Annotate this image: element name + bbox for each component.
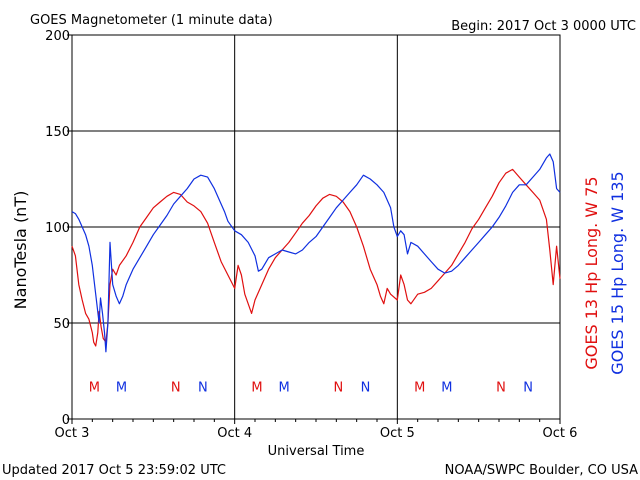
x-tick-label: Oct 5	[380, 426, 415, 441]
y-tick-label: 100	[45, 221, 70, 236]
y-tick-label: 50	[53, 317, 70, 332]
y-tick-label: 0	[62, 413, 70, 428]
y-axis-ticks: 0 50 100 150 200	[45, 29, 72, 428]
grid-lines	[72, 35, 560, 419]
annotation-m: M	[251, 380, 262, 395]
series-lines	[71, 153, 561, 353]
x-axis-label: Universal Time	[268, 444, 365, 459]
y-tick-label: 150	[45, 125, 70, 140]
x-tick-label: Oct 4	[217, 426, 252, 441]
annotation-n: N	[333, 380, 343, 395]
annotation-m: M	[414, 380, 425, 395]
y-tick-label: 200	[45, 29, 70, 44]
x-tick-label: Oct 3	[55, 426, 90, 441]
annotation-n: N	[198, 380, 208, 395]
series-label-goes13: GOES 13 Hp Long. W 75	[582, 176, 601, 369]
annotation-m: M	[441, 380, 452, 395]
credit: NOAA/SWPC Boulder, CO USA	[445, 463, 638, 478]
annotation-n: N	[496, 380, 506, 395]
series-label-goes15: GOES 15 Hp Long. W 135	[608, 171, 627, 374]
annotation-n: N	[171, 380, 181, 395]
begin-time: Begin: 2017 Oct 3 0000 UTC	[451, 19, 636, 34]
annotation-m: M	[116, 380, 127, 395]
chart-title: GOES Magnetometer (1 minute data)	[30, 13, 273, 28]
y-axis-label: NanoTesla (nT)	[11, 191, 30, 310]
annotation-n: N	[523, 380, 533, 395]
annotation-m: M	[279, 380, 290, 395]
annotation-m: M	[89, 380, 100, 395]
x-tick-label: Oct 6	[543, 426, 578, 441]
series-line-goes13	[71, 168, 561, 347]
x-axis-ticks: Oct 3 Oct 4 Oct 5 Oct 6	[55, 419, 578, 441]
annotation-n: N	[361, 380, 371, 395]
updated-time: Updated 2017 Oct 5 23:59:02 UTC	[2, 463, 226, 478]
series-line-goes15	[71, 153, 561, 353]
